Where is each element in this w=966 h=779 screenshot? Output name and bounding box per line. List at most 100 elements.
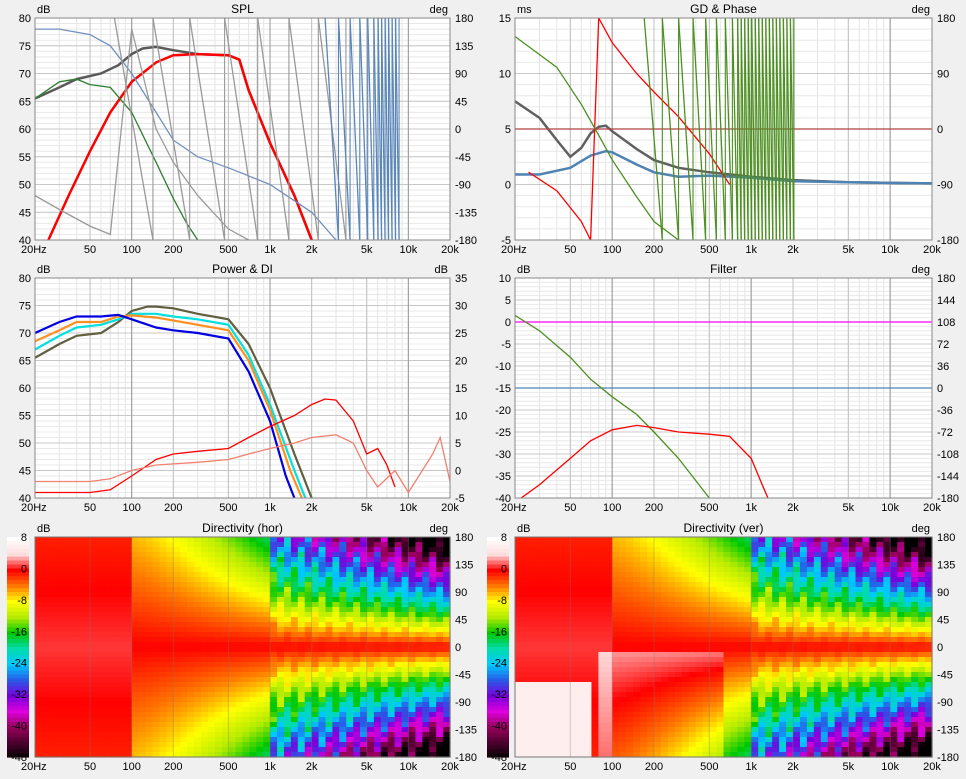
heat-cell xyxy=(556,567,565,573)
heat-cell xyxy=(131,627,140,633)
heat-cell xyxy=(48,657,57,663)
heat-cell xyxy=(415,582,423,588)
heat-cell xyxy=(737,682,745,688)
heat-cell xyxy=(339,742,347,748)
heat-cell xyxy=(332,647,340,653)
heat-cell xyxy=(235,637,244,643)
heat-cell xyxy=(207,577,216,583)
heat-cell xyxy=(515,537,523,543)
heat-cell xyxy=(97,712,105,718)
heat-cell xyxy=(166,582,174,588)
heat-cell xyxy=(751,697,759,703)
heat-cell xyxy=(584,697,593,703)
heat-cell xyxy=(387,687,396,693)
heat-cell xyxy=(709,557,718,563)
heat-cell xyxy=(422,602,430,608)
heat-cell xyxy=(284,737,292,743)
heat-cell xyxy=(145,747,154,753)
heat-cell xyxy=(730,637,738,643)
heat-cell xyxy=(214,727,223,733)
phase-wrap-segment xyxy=(782,18,788,240)
heat-cell xyxy=(577,642,586,648)
heat-cell xyxy=(681,717,690,723)
heat-cell xyxy=(263,572,271,578)
heat-cell xyxy=(297,652,306,658)
y2-tick-label: -135 xyxy=(455,207,477,219)
heat-cell xyxy=(235,542,244,548)
heat-cell xyxy=(408,557,417,563)
heat-cell xyxy=(394,537,403,543)
heat-cell xyxy=(758,602,766,608)
heat-cell xyxy=(723,652,732,658)
heat-cell xyxy=(256,687,264,693)
heat-cell xyxy=(429,742,437,748)
heat-cell xyxy=(709,582,718,588)
heat-cell xyxy=(429,617,437,623)
heat-cell xyxy=(55,567,64,573)
heat-cell xyxy=(249,752,257,758)
heat-cell xyxy=(166,612,174,618)
heat-cell xyxy=(332,682,340,688)
heat-cell xyxy=(124,637,133,643)
heat-cell xyxy=(660,737,669,743)
heat-cell xyxy=(166,717,174,723)
heat-cell xyxy=(667,637,676,643)
heat-cell xyxy=(612,697,620,703)
heat-cell xyxy=(235,732,244,738)
heat-cell xyxy=(180,587,188,593)
heat-cell xyxy=(311,622,320,628)
heat-cell xyxy=(584,667,593,673)
heat-cell xyxy=(35,647,43,653)
heat-cell xyxy=(422,682,430,688)
heat-cell xyxy=(772,722,780,728)
heat-cell xyxy=(702,582,711,588)
colorbar-step xyxy=(7,737,29,742)
heat-cell xyxy=(263,537,271,543)
heat-cell xyxy=(772,567,780,573)
heat-cell xyxy=(577,562,586,568)
heat-cell xyxy=(640,572,648,578)
series-line xyxy=(520,424,769,498)
heat-cell xyxy=(180,572,188,578)
colorbar-step xyxy=(7,556,29,562)
heat-cell xyxy=(249,737,257,743)
heat-cell xyxy=(598,717,606,723)
heat-cell xyxy=(408,602,417,608)
heat-cell xyxy=(695,752,704,758)
heat-cell xyxy=(633,587,641,593)
heat-cell xyxy=(180,722,188,728)
heat-cell xyxy=(612,632,620,638)
heat-cell xyxy=(367,717,375,723)
heat-cell xyxy=(758,582,766,588)
heat-cell xyxy=(138,737,147,743)
y-tick-label: 75 xyxy=(19,41,31,53)
heat-cell xyxy=(702,572,711,578)
colorbar-tick-label: -48 xyxy=(11,752,27,764)
heat-cell xyxy=(549,692,558,698)
heat-cell xyxy=(201,677,209,683)
heat-cell xyxy=(765,537,773,543)
heat-cell xyxy=(41,752,50,758)
heat-cell xyxy=(765,602,773,608)
heat-cell xyxy=(325,612,334,618)
heat-cell xyxy=(277,657,285,663)
heat-cell xyxy=(270,662,278,668)
heat-cell xyxy=(263,667,271,673)
heat-cell xyxy=(660,667,669,673)
heat-cell xyxy=(83,542,91,548)
heat-cell xyxy=(584,687,593,693)
heat-cell xyxy=(549,582,558,588)
heat-cell xyxy=(339,657,347,663)
heat-cell xyxy=(660,572,669,578)
heat-cell xyxy=(360,637,368,643)
heat-cell xyxy=(201,602,209,608)
heat-cell xyxy=(159,707,168,713)
heat-cell xyxy=(311,557,320,563)
heat-cell xyxy=(145,662,154,668)
heat-cell xyxy=(723,617,732,623)
heat-cell xyxy=(62,597,71,603)
phase-wrap-segment xyxy=(779,18,785,240)
heat-cell xyxy=(751,642,759,648)
heat-cell xyxy=(339,747,347,753)
heat-cell xyxy=(166,707,174,713)
